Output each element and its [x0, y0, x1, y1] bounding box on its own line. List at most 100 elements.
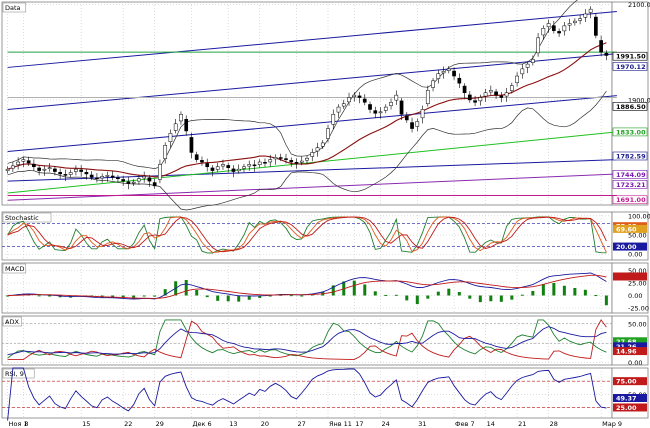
candle-body-111	[588, 8, 593, 13]
candle-body-14	[79, 169, 83, 172]
candle-body-31	[168, 133, 173, 142]
candle-body-68	[362, 98, 367, 103]
candle-body-67	[357, 95, 362, 98]
candle-body-62	[331, 113, 336, 125]
candle-body-96	[509, 85, 514, 91]
candle-body-106	[562, 25, 567, 32]
candle-body-25	[137, 178, 141, 182]
y-tick-stochastic-1: 50.00	[628, 232, 647, 240]
candle-body-65	[347, 97, 351, 103]
candle-body-54	[289, 160, 294, 163]
candle-body-37	[200, 160, 204, 163]
candle-body-56	[299, 160, 304, 163]
x-tick-12: 31	[418, 420, 426, 428]
macd-hist-30	[163, 289, 167, 296]
candle-body-89	[473, 100, 477, 103]
y-tick-macd-0: 50.00	[628, 267, 647, 275]
macd-hist-70	[373, 291, 377, 296]
panel-label-box-rsi	[2, 368, 35, 379]
price-tag-box-7	[612, 195, 648, 205]
macd-hist-8	[48, 295, 52, 297]
channel-line-3	[7, 159, 617, 182]
candle-body-110	[583, 13, 588, 18]
candle-body-9	[53, 168, 57, 172]
channel-line-2	[7, 95, 617, 153]
x-tick-0: Ноя 1	[9, 420, 28, 428]
candle-body-29	[158, 164, 162, 180]
x-tick-8: 27	[297, 420, 305, 428]
tag-box-stochastic-1	[613, 224, 647, 233]
candle-body-27	[147, 177, 152, 182]
y-tick-adx-0: 50.00	[628, 320, 647, 328]
candle-body-52	[278, 157, 283, 159]
y-tick-adx-2: 0.00	[628, 359, 642, 367]
candle-body-85	[452, 70, 456, 77]
x-tick-2: 15	[82, 420, 90, 428]
axis-macd	[611, 262, 649, 314]
candle-body-103	[546, 23, 551, 28]
candle-body-66	[352, 94, 357, 98]
candle-body-41	[221, 164, 225, 167]
price-tag-7: 1691.00	[616, 196, 646, 204]
candle-body-23	[126, 181, 131, 184]
panel-label-adx: ADX	[5, 318, 19, 326]
macd-hist-46	[247, 295, 251, 300]
candle-body-107	[567, 23, 572, 26]
candle-body-32	[173, 123, 178, 131]
macd-hist-54	[289, 295, 293, 297]
macd-hist-112	[594, 295, 598, 297]
candle-body-113	[599, 40, 603, 53]
candle-body-55	[294, 162, 299, 164]
tag-adx-0: 27.68	[616, 338, 637, 346]
candle-body-18	[100, 176, 105, 179]
candle-body-8	[47, 167, 52, 169]
price-tag-box-4	[612, 151, 648, 161]
candle-body-0	[5, 168, 10, 171]
x-tick-9: Янв 11	[329, 420, 352, 428]
stoch-k-line	[7, 216, 607, 254]
x-tick-1: 8	[24, 420, 28, 428]
macd-hist-72	[384, 294, 388, 296]
x-tick-15: 21	[518, 420, 526, 428]
macd-hist-92	[489, 295, 493, 302]
candle-body-77	[410, 122, 414, 129]
tag-box-rsi-1	[613, 394, 647, 402]
macd-hist-50	[268, 295, 272, 297]
tag-box-adx-0	[613, 337, 647, 346]
candle-body-34	[184, 119, 189, 132]
macd-hist-74	[394, 294, 398, 296]
price-tag-3: 1833.00	[616, 128, 646, 136]
macd-hist-78	[415, 295, 419, 305]
panel-price	[1, 1, 613, 206]
candle-body-69	[368, 104, 372, 110]
candle-body-112	[594, 16, 598, 36]
candle-body-22	[121, 179, 126, 182]
panel-label-price: Data	[5, 4, 21, 12]
candle-body-92	[488, 90, 493, 93]
tag-rsi-0: 75.00	[616, 378, 637, 386]
y-tick-macd-3: -25.00	[628, 305, 649, 313]
candle-body-64	[341, 103, 346, 107]
candle-body-2	[16, 161, 20, 165]
candle-body-105	[557, 31, 561, 34]
candle-body-30	[163, 145, 168, 159]
candle-body-87	[462, 85, 467, 94]
x-tick-10: 17	[355, 420, 363, 428]
candle-body-26	[142, 176, 147, 179]
candle-body-82	[436, 73, 441, 79]
candle-body-35	[189, 137, 194, 153]
candle-body-46	[247, 164, 252, 167]
candle-body-73	[389, 102, 393, 106]
adx-minus-di-line	[7, 319, 607, 361]
price-tag-4: 1782.59	[616, 152, 646, 160]
tag-adx-1: 21.26	[616, 343, 637, 351]
x-tick-13: Фев 7	[455, 420, 475, 428]
candle-body-48	[257, 161, 262, 165]
channel-line-1	[7, 53, 617, 110]
candle-body-11	[63, 174, 68, 176]
macd-hist-88	[468, 295, 472, 299]
candle-body-109	[578, 18, 582, 21]
candle-body-72	[383, 106, 388, 111]
price-tag-box-0	[612, 51, 648, 61]
candle-body-19	[105, 175, 110, 177]
